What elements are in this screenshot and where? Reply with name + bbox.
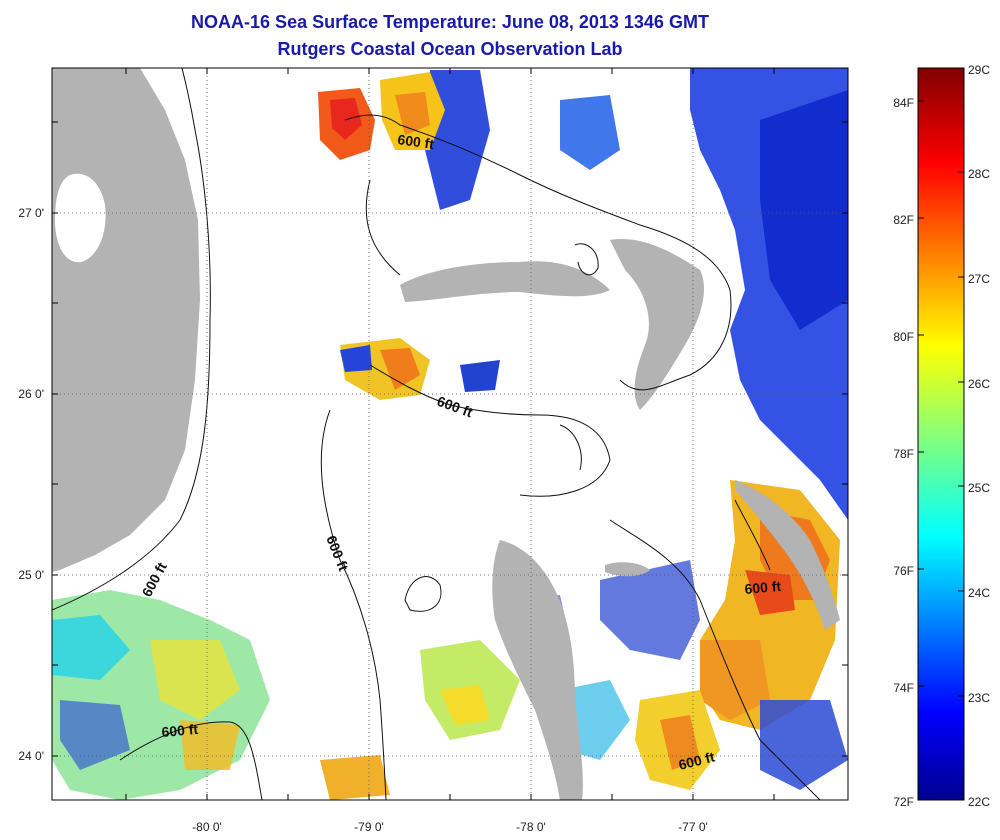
colorbar-c-label: 28C [968, 167, 990, 181]
map-title: NOAA-16 Sea Surface Temperature: June 08… [191, 12, 709, 32]
lon-tick-label: -77 0' [678, 820, 708, 834]
lat-tick-label: 26 0' [18, 387, 44, 401]
land-layer [52, 68, 840, 800]
lat-tick-label: 24 0' [18, 749, 44, 763]
colorbar-ticks [918, 67, 964, 801]
lon-tick-label: -79 0' [354, 820, 384, 834]
depth-contours [52, 68, 821, 800]
colorbar-f-label: 76F [893, 564, 914, 578]
axis-ticks [52, 68, 848, 800]
colorbar-c-label: 22C [968, 795, 990, 809]
map-subtitle: Rutgers Coastal Ocean Observation Lab [277, 39, 623, 59]
colorbar-f-label: 74F [893, 681, 914, 695]
colorbar-c-label: 24C [968, 586, 990, 600]
colorbar-c-label: 27C [968, 272, 990, 286]
colorbar-f-label: 78F [893, 447, 914, 461]
colorbar-c-label: 23C [968, 691, 990, 705]
colorbar-c-label: 25C [968, 481, 990, 495]
contour-label-5: 600 ft [161, 721, 199, 740]
colorbar-f-label: 82F [893, 213, 914, 227]
contour-label-1: 600 ft [397, 131, 436, 152]
graticule [52, 68, 848, 800]
lon-tick-label: -78 0' [516, 820, 546, 834]
colorbar-f-label: 72F [893, 795, 914, 809]
lake-okeechobee [55, 173, 106, 263]
contour-label-6: 600 ft [744, 578, 782, 597]
colorbar-f-label: 84F [893, 96, 914, 110]
colorbar-c-label: 26C [968, 377, 990, 391]
lon-tick-label: -80 0' [192, 820, 222, 834]
lat-tick-label: 25 0' [18, 568, 44, 582]
colorbar [917, 67, 965, 801]
colorbar-f-label: 80F [893, 330, 914, 344]
lat-tick-label: 27 0' [18, 206, 44, 220]
colorbar-c-label: 29C [968, 63, 990, 77]
